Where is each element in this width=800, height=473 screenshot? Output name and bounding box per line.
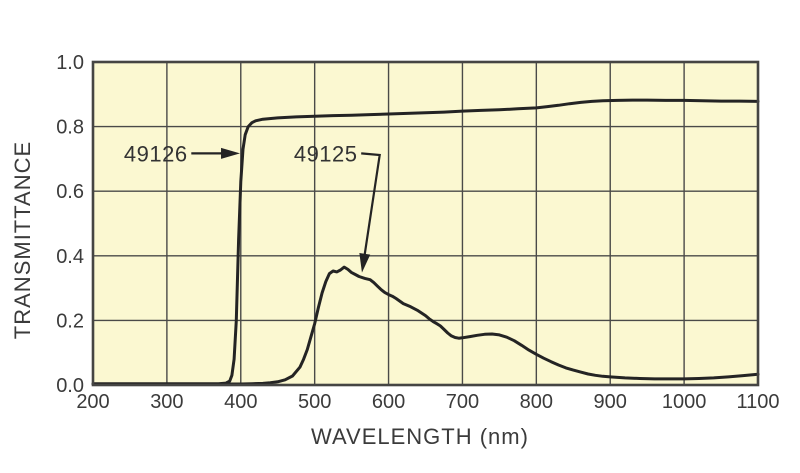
x-tick-label: 200 (76, 391, 109, 413)
x-tick-label: 900 (594, 391, 627, 413)
x-tick-label: 700 (446, 391, 479, 413)
curve-49125 (91, 265, 760, 386)
x-tick-label: 500 (298, 391, 331, 413)
plot-background (93, 62, 758, 385)
y-tick-label: 0.0 (56, 375, 84, 397)
x-tick-label: 1100 (736, 391, 779, 413)
x-tick-label: 300 (150, 391, 183, 413)
annotation-49125-arrowhead (359, 252, 371, 273)
x-tick-label: 1000 (662, 391, 707, 413)
x-tick-label: 800 (520, 391, 553, 413)
x-tick-label: 600 (372, 391, 405, 413)
y-tick-label: 1.0 (56, 52, 84, 74)
y-tick-label: 0.6 (56, 181, 84, 203)
annotation-label-49125: 49125 (294, 141, 358, 166)
annotation-49125-leader (361, 152, 381, 258)
annotation-49126-arrowhead (221, 147, 241, 159)
y-tick-label: 0.8 (56, 117, 84, 139)
x-axis-title: WAVELENGTH (nm) (311, 424, 529, 449)
curve-49126 (91, 98, 760, 386)
plot-border (91, 60, 760, 387)
y-tick-label: 0.4 (56, 246, 84, 268)
annotation-label-49126: 49126 (124, 141, 188, 166)
x-tick-label: 400 (224, 391, 257, 413)
y-tick-label: 0.2 (56, 310, 84, 332)
plot-layer: 200 300 400 500 600 700 800 900 1000 1100 0.0 0.2 0.… (56, 52, 779, 413)
y-axis-title: TRANSMITTANCE (10, 141, 35, 339)
